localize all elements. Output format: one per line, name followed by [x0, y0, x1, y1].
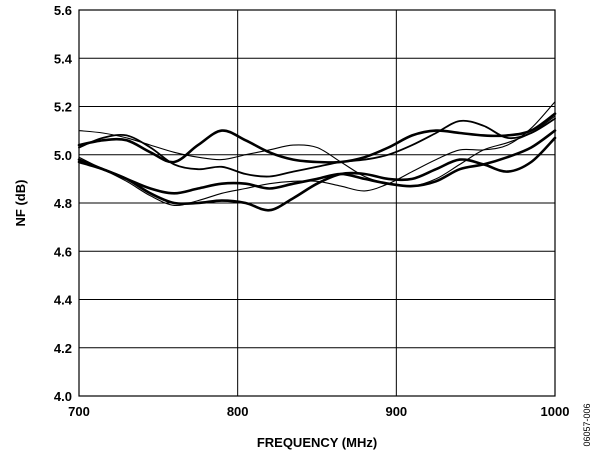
series-line-3	[77, 136, 557, 212]
series-line-4	[78, 117, 556, 178]
y-tick-label: 4.2	[54, 341, 72, 356]
y-tick-label: 4.6	[54, 244, 72, 259]
x-tick-labels: 700 800 900 1000	[68, 404, 569, 419]
y-tick-label: 5.2	[54, 100, 72, 115]
y-tick-label: 5.0	[54, 148, 72, 163]
y-tick-label: 5.4	[54, 51, 73, 66]
y-tick-labels: 4.0 4.2 4.4 4.6 4.8 5.0 5.2 5.4 5.6	[54, 3, 73, 404]
series-line-6	[78, 101, 556, 207]
y-tick-label: 5.6	[54, 3, 72, 18]
grid-lines	[78, 9, 556, 397]
figure-id: 06057-006	[582, 403, 592, 446]
x-tick-label: 1000	[541, 404, 570, 419]
y-tick-label: 4.8	[54, 196, 72, 211]
y-tick-label: 4.0	[54, 389, 72, 404]
series-lines	[77, 101, 557, 212]
y-axis-label: NF (dB)	[13, 180, 28, 227]
series-line-2	[77, 129, 557, 195]
plot-frame	[78, 9, 556, 397]
x-tick-label: 800	[227, 404, 249, 419]
x-axis-label: FREQUENCY (MHz)	[257, 435, 377, 450]
y-tick-label: 4.4	[54, 293, 73, 308]
series-line-1	[77, 112, 557, 164]
series-line-5	[78, 115, 556, 187]
x-tick-label: 900	[385, 404, 407, 419]
x-tick-label: 700	[68, 404, 90, 419]
